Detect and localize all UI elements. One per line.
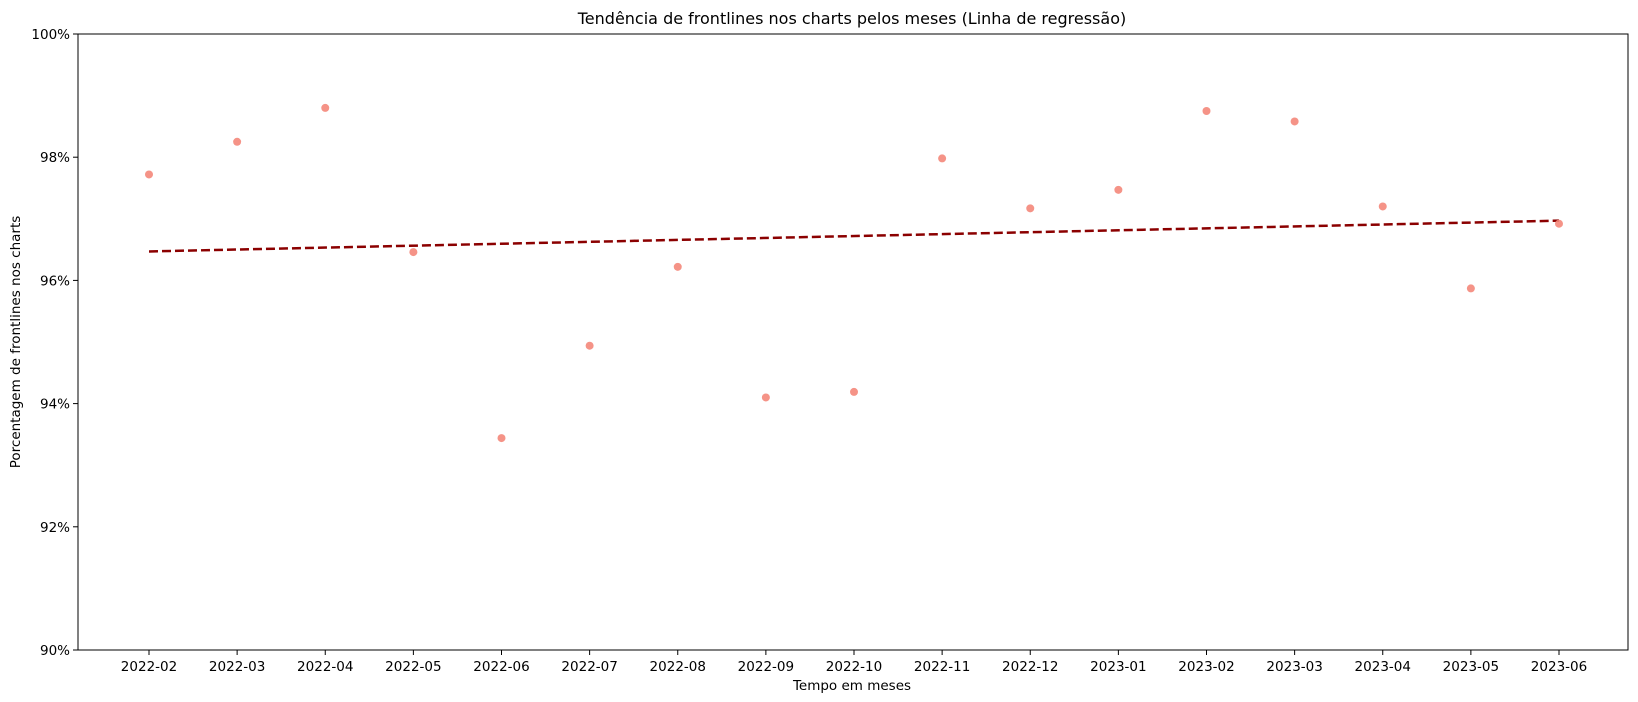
x-tick-label: 2022-02 bbox=[121, 659, 177, 675]
x-tick-label: 2022-04 bbox=[297, 659, 353, 675]
scatter-point bbox=[850, 387, 858, 396]
y-tick-label: 90% bbox=[40, 643, 70, 659]
x-tick-label: 2022-11 bbox=[914, 659, 970, 675]
x-tick-label: 2023-06 bbox=[1531, 659, 1587, 675]
scatter-point bbox=[233, 137, 242, 146]
scatter-point bbox=[1378, 202, 1387, 211]
x-tick-label: 2023-03 bbox=[1266, 659, 1322, 675]
scatter-point bbox=[1202, 107, 1211, 115]
scatter-points bbox=[145, 103, 1563, 443]
x-tick-label: 2022-07 bbox=[561, 659, 617, 675]
plot-area bbox=[77, 33, 1629, 651]
scatter-point bbox=[938, 154, 947, 163]
scatter-point bbox=[1555, 219, 1563, 228]
scatter-point bbox=[585, 341, 594, 350]
scatter-point bbox=[497, 434, 506, 443]
scatter-point bbox=[1026, 204, 1035, 213]
x-tick-label: 2022-06 bbox=[473, 659, 529, 675]
x-tick-label: 2023-05 bbox=[1443, 659, 1499, 675]
x-tick-label: 2023-04 bbox=[1355, 659, 1411, 675]
scatter-point bbox=[145, 170, 153, 179]
x-tick-label: 2023-01 bbox=[1090, 659, 1146, 675]
x-tick-label: 2022-10 bbox=[826, 659, 882, 675]
y-axis: 90% 92% 94% 96% 98% 100% bbox=[31, 27, 78, 659]
scatter-point bbox=[409, 248, 418, 257]
scatter-point bbox=[1290, 117, 1299, 126]
y-tick-label: 98% bbox=[40, 150, 70, 166]
x-axis-label: Tempo em meses bbox=[792, 678, 911, 694]
y-tick-label: 94% bbox=[40, 397, 70, 413]
y-tick-label: 96% bbox=[40, 273, 70, 289]
x-tick-label: 2023-02 bbox=[1178, 659, 1234, 675]
scatter-point bbox=[673, 262, 682, 271]
y-tick-label: 100% bbox=[31, 27, 70, 43]
x-axis: 2022-02 2022-03 2022-04 2022-05 2022-06 2022-… bbox=[121, 650, 1587, 675]
x-tick-label: 2022-09 bbox=[738, 659, 794, 675]
regression-line-layer bbox=[148, 219, 1560, 253]
x-tick-label: 2022-05 bbox=[385, 659, 441, 675]
regression-line bbox=[148, 219, 1560, 253]
scatter-point bbox=[1466, 284, 1475, 293]
scatter-point bbox=[761, 393, 770, 402]
chart-title: Tendência de frontlines nos charts pelos… bbox=[577, 9, 1126, 28]
x-tick-label: 2022-03 bbox=[209, 659, 265, 675]
scatter-point bbox=[321, 103, 330, 112]
x-tick-label: 2022-08 bbox=[650, 659, 706, 675]
y-axis-label: Porcentagem de frontlines nos charts bbox=[8, 216, 24, 469]
scatter-point bbox=[1114, 185, 1123, 194]
y-tick-label: 92% bbox=[40, 520, 70, 536]
x-tick-label: 2022-12 bbox=[1002, 659, 1058, 675]
